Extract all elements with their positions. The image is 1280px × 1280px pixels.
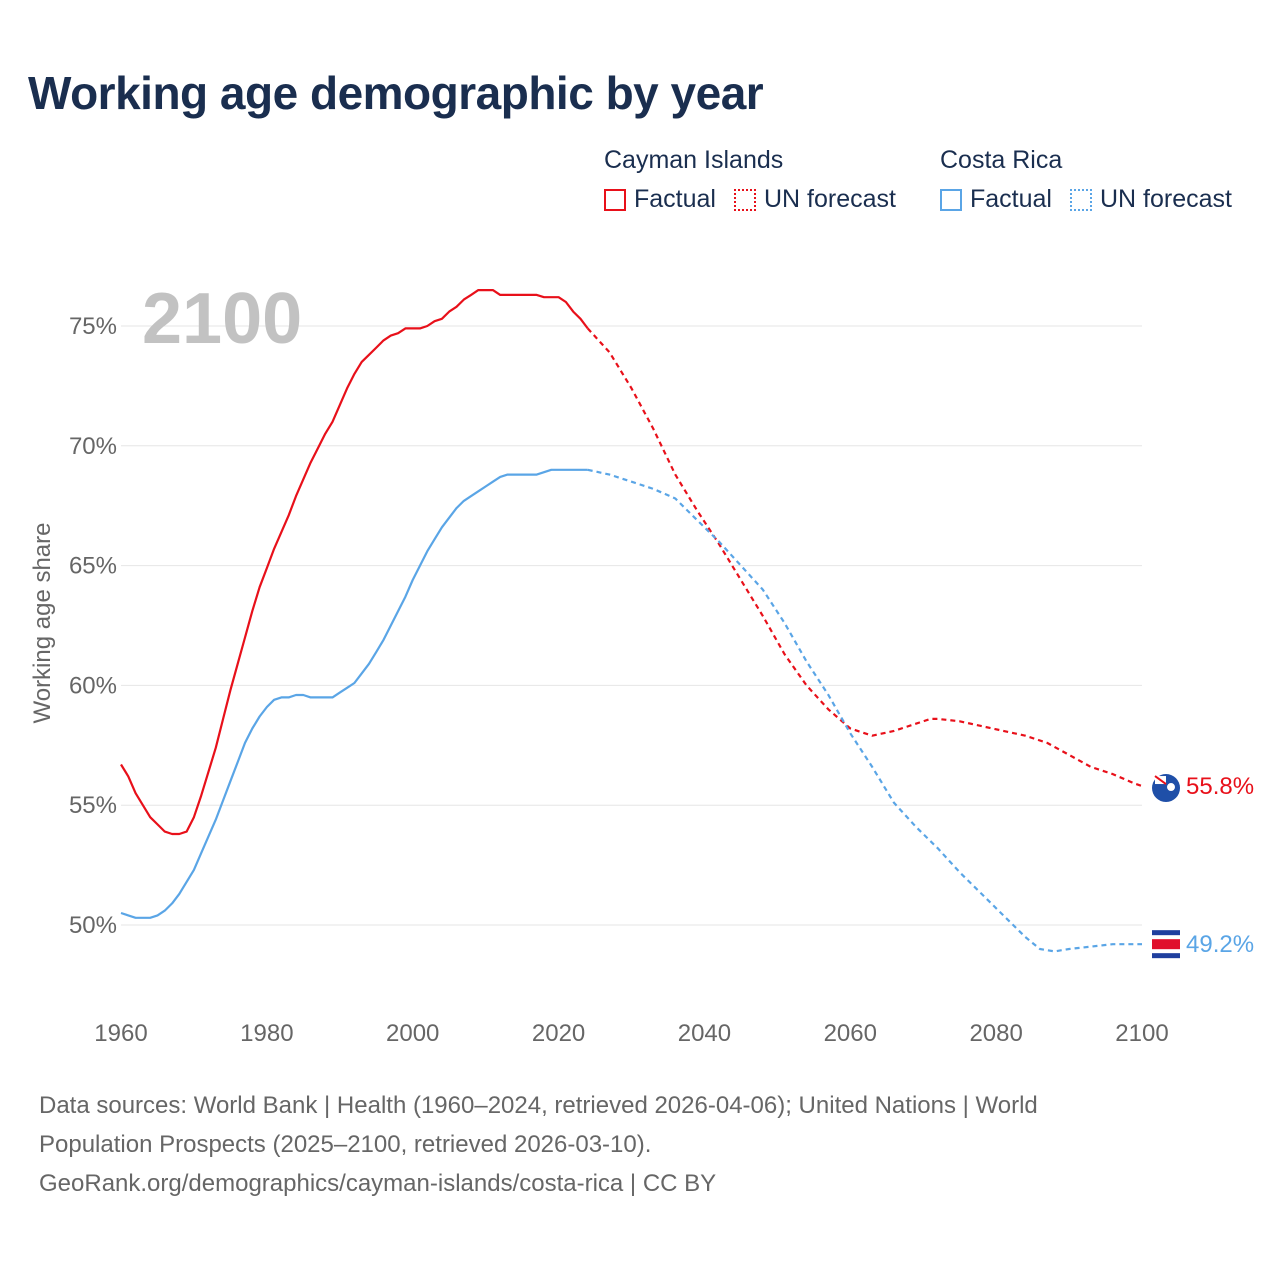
y-tick-label: 60% bbox=[69, 672, 117, 699]
series-line-costa-rica-forecast bbox=[587, 468, 1142, 953]
x-tick-label: 2100 bbox=[1115, 1020, 1168, 1047]
x-tick-label: 2040 bbox=[678, 1020, 731, 1047]
legend-item-costa-factual[interactable]: Factual bbox=[940, 185, 1052, 214]
end-value-label-cayman-islands: 55.8% bbox=[1186, 773, 1254, 800]
x-tick-label: 2000 bbox=[386, 1020, 439, 1047]
legend-label: UN forecast bbox=[1099, 185, 1232, 213]
year-watermark: 2100 bbox=[142, 279, 302, 359]
legend-group-name: Cayman Islands bbox=[604, 146, 784, 174]
legend-label: Factual bbox=[970, 185, 1052, 213]
legend-item-costa-forecast[interactable]: UN forecast bbox=[1069, 185, 1232, 214]
y-tick-label: 65% bbox=[69, 553, 117, 580]
grid-lines bbox=[121, 325, 1142, 926]
x-tick-label: 2020 bbox=[532, 1020, 585, 1047]
series-line-cayman-islands-factual bbox=[120, 289, 589, 836]
legend-swatch-dotted bbox=[1069, 188, 1092, 211]
y-tick-label: 75% bbox=[69, 313, 117, 340]
x-tick-label: 1960 bbox=[94, 1020, 147, 1047]
end-markers: 55.8% 49.2% bbox=[1152, 773, 1254, 959]
legend-label: UN forecast bbox=[763, 185, 896, 213]
page-title: Working age demographic by year bbox=[28, 67, 764, 119]
flag-icon-costa-rica bbox=[1152, 930, 1180, 959]
legend-label: Factual bbox=[634, 185, 716, 213]
x-tick-label: 1980 bbox=[240, 1020, 293, 1047]
flag-stripe-middle bbox=[1152, 939, 1180, 950]
footer: Data sources: World Bank | Health (1960–… bbox=[39, 1086, 1249, 1203]
series-line-costa-rica-factual bbox=[120, 468, 588, 919]
y-axis-label: Working age share bbox=[29, 523, 56, 724]
x-tick-label: 2080 bbox=[969, 1020, 1022, 1047]
y-tick-label: 50% bbox=[69, 912, 117, 939]
legend-group-costa-rica[interactable]: Costa Rica Factual UN forecast bbox=[940, 146, 1250, 214]
line-chart: 2100 50% 55% 60% 65% 70% 75% 1960 1980 2000 2020… bbox=[29, 279, 1254, 1047]
flag-stripe-bottom bbox=[1152, 953, 1180, 959]
legend-swatch-solid bbox=[940, 188, 962, 211]
legend-swatch-solid bbox=[604, 188, 626, 211]
y-axis-ticks: 50% 55% 60% 65% 70% 75% bbox=[69, 313, 117, 939]
end-value-label-costa-rica: 49.2% bbox=[1186, 931, 1254, 958]
footer-source-line-2: Population Prospects (2025–2100, retriev… bbox=[39, 1131, 652, 1158]
legend-group-cayman-islands[interactable]: Cayman Islands Factual UN forecast bbox=[604, 146, 914, 214]
y-tick-label: 70% bbox=[69, 433, 117, 460]
flag-icon-cayman-islands bbox=[1152, 774, 1180, 803]
footer-credit: GeoRank.org/demographics/cayman-islands/… bbox=[39, 1170, 717, 1197]
legend-swatch-dotted bbox=[733, 188, 756, 211]
x-tick-label: 2060 bbox=[824, 1020, 877, 1047]
series-lines bbox=[120, 289, 1143, 953]
x-axis-ticks: 1960 1980 2000 2020 2040 2060 2080 2100 bbox=[94, 1020, 1168, 1047]
legend-item-cayman-forecast[interactable]: UN forecast bbox=[733, 185, 896, 214]
legend-item-cayman-factual[interactable]: Factual bbox=[604, 185, 716, 214]
flag-emblem bbox=[1167, 783, 1175, 792]
footer-source-line-1: Data sources: World Bank | Health (1960–… bbox=[39, 1092, 1038, 1119]
flag-stripe-top bbox=[1152, 930, 1180, 936]
legend-group-name: Costa Rica bbox=[940, 146, 1063, 174]
flag-cross bbox=[1154, 775, 1167, 785]
y-tick-label: 55% bbox=[69, 792, 117, 819]
series-line-cayman-islands-forecast bbox=[586, 327, 1143, 788]
